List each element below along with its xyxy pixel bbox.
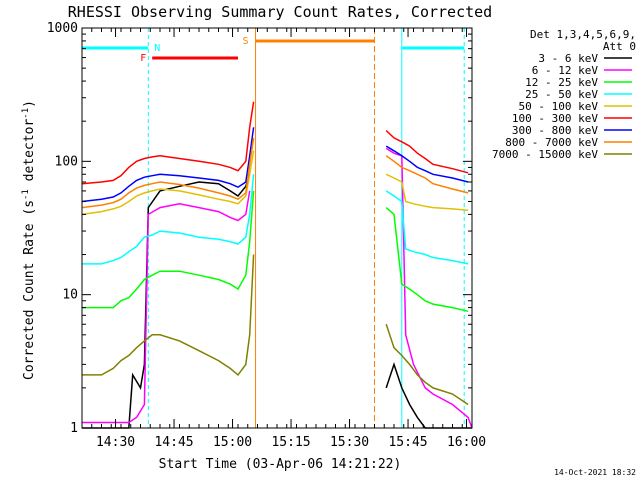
legend-label-6: 300 - 800 keV bbox=[512, 124, 598, 137]
plot-area: NF S bbox=[81, 28, 473, 429]
x-tick-label: 14:45 bbox=[154, 435, 193, 450]
series-line-4 bbox=[81, 150, 469, 216]
legend-label-3: 25 - 50 keV bbox=[525, 88, 598, 101]
y-tick-label: 100 bbox=[55, 154, 78, 169]
night-label: N bbox=[154, 43, 160, 54]
x-axis-label: Start Time (03-Apr-06 14:21:22) bbox=[159, 457, 402, 472]
legend-label-7: 800 - 7000 keV bbox=[505, 136, 598, 149]
x-tick-label: 15:45 bbox=[388, 435, 427, 450]
series-line-7 bbox=[81, 137, 469, 209]
timestamp: 14-Oct-2021 18:32 bbox=[554, 468, 636, 477]
x-tick-label: 14:30 bbox=[96, 435, 135, 450]
y-axis-label: Corrected Count Rate (s-1 detector-1) bbox=[21, 100, 37, 380]
legend-label-1: 6 - 12 keV bbox=[532, 64, 599, 77]
series-line-6 bbox=[81, 127, 469, 203]
legend-header: Att 0 bbox=[603, 40, 636, 53]
y-tick-label: 1 bbox=[70, 421, 78, 436]
chart-title: RHESSI Observing Summary Count Rates, Co… bbox=[68, 3, 492, 21]
y-axis-label-sup2: -1 bbox=[21, 108, 31, 119]
plot-frame bbox=[81, 27, 473, 429]
legend-label-4: 50 - 100 keV bbox=[519, 100, 599, 113]
y-tick-label: 1000 bbox=[47, 21, 78, 36]
y-axis-label-mid: detector bbox=[22, 119, 37, 190]
y-axis-label-end: ) bbox=[22, 100, 37, 108]
series-line-0 bbox=[82, 174, 472, 429]
axes: 1 10 100 1000 14:30 14:45 15:00 15:15 15:30 15:45… bbox=[47, 21, 486, 450]
legend-label-5: 100 - 300 keV bbox=[512, 112, 598, 125]
flare-label: F bbox=[140, 53, 146, 64]
legend-label-0: 3 - 6 keV bbox=[538, 52, 598, 65]
x-tick-label: 15:30 bbox=[330, 435, 369, 450]
y-tick-label: 10 bbox=[62, 288, 78, 303]
series-line-3 bbox=[82, 174, 469, 265]
x-tick-label: 16:00 bbox=[447, 435, 486, 450]
legend-label-8: 7000 - 15000 keV bbox=[492, 148, 598, 161]
y-axis-label-sup1: -1 bbox=[21, 189, 31, 200]
x-tick-label: 15:15 bbox=[271, 435, 310, 450]
x-tick-label: 15:00 bbox=[213, 435, 252, 450]
saa-label: S bbox=[243, 36, 249, 47]
y-axis-label-main: Corrected Count Rate (s bbox=[22, 200, 37, 380]
series-line-8 bbox=[82, 254, 469, 406]
series-line-2 bbox=[82, 190, 469, 313]
series-line-5 bbox=[81, 101, 469, 185]
legend-label-2: 12 - 25 keV bbox=[525, 76, 598, 89]
legend-header: Det 1,3,4,5,6,9, bbox=[530, 28, 636, 41]
